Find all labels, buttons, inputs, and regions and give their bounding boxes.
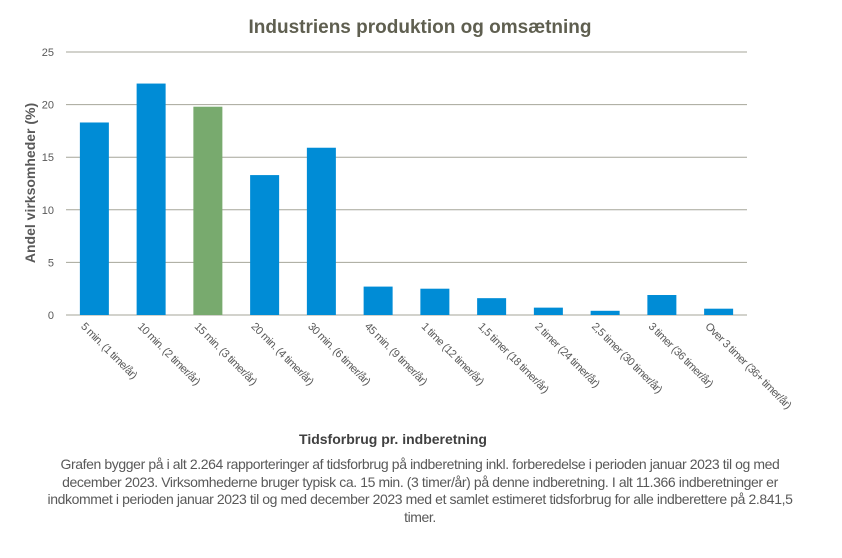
chart-title: Industriens produktion og omsætning <box>248 17 591 38</box>
y-tick-label: 15 <box>42 152 54 164</box>
bar <box>193 106 223 315</box>
bar <box>79 122 109 315</box>
x-tick-label: 10 min. (2 timer/år) <box>135 321 202 388</box>
bar <box>647 295 677 315</box>
y-tick-label: 20 <box>42 100 54 112</box>
y-axis-label: Andel virksomheder (%) <box>22 103 38 263</box>
bar <box>704 308 734 315</box>
y-tick-label: 25 <box>42 47 54 59</box>
bar <box>477 298 507 315</box>
bar <box>420 288 450 315</box>
x-axis-label: Tidsforbrug pr. indberetning <box>299 431 487 447</box>
bar-chart: Industriens produktion og omsætning Ande… <box>22 17 794 447</box>
bar <box>306 147 336 315</box>
x-tick-label: 5 min. (1 time/år) <box>78 321 139 382</box>
bar <box>136 83 166 315</box>
bar <box>250 175 280 315</box>
y-tick-label: 5 <box>48 257 54 269</box>
y-tick-label: 10 <box>42 205 54 217</box>
chart-footnote: Grafen bygger på i alt 2.264 rapporterin… <box>47 456 793 525</box>
bar <box>533 307 563 315</box>
y-tick-label: 0 <box>48 310 54 322</box>
bar <box>363 286 393 315</box>
x-tick-label: Over 3 timer (36+ timer/år) <box>703 321 794 412</box>
bar <box>590 310 620 315</box>
